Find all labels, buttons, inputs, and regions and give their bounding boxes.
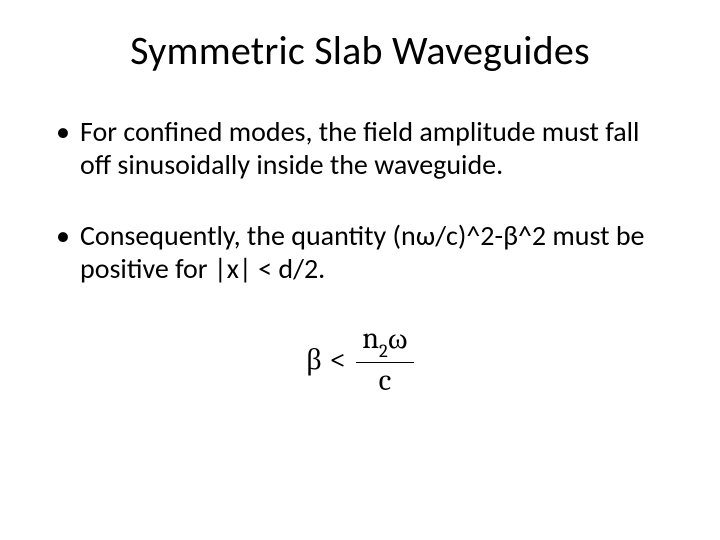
numerator-subscript: 2: [379, 340, 388, 362]
slide-title: Symmetric Slab Waveguides: [48, 26, 672, 75]
equation-block: β < n2ω c: [48, 323, 672, 396]
equation-fraction: n2ω c: [356, 323, 413, 396]
bullet-item: Consequently, the quantity (nω/c)^2-β^2 …: [54, 219, 672, 285]
equation-denominator: c: [356, 362, 413, 397]
equation-relation: <: [330, 342, 347, 377]
equation-lhs: β: [306, 342, 321, 377]
numerator-n: n: [362, 321, 379, 356]
slide: Symmetric Slab Waveguides For confined m…: [0, 0, 720, 540]
numerator-omega: ω: [388, 321, 408, 356]
equation-numerator: n2ω: [356, 323, 413, 362]
bullet-list: For confined modes, the field amplitude …: [48, 115, 672, 285]
bullet-item: For confined modes, the field amplitude …: [54, 115, 672, 181]
equation: β < n2ω c: [306, 323, 413, 396]
